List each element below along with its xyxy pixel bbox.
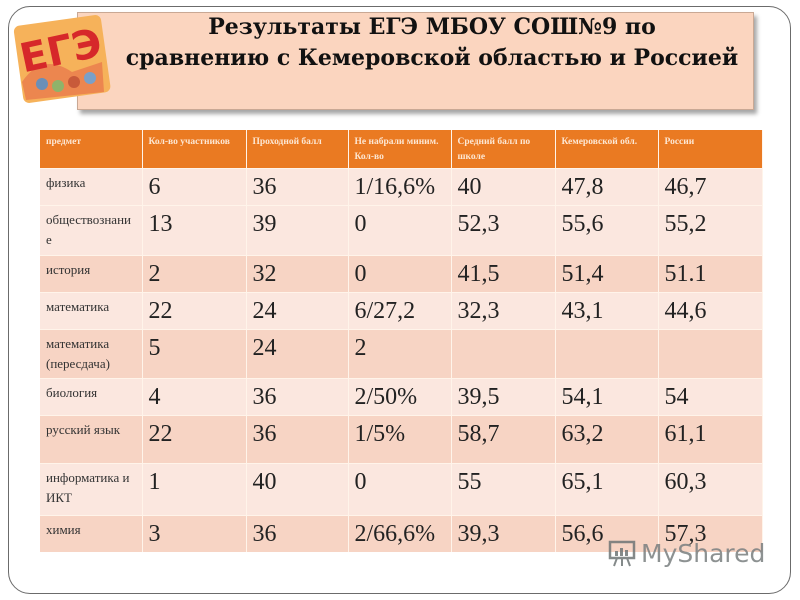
- title-line-1: Результаты ЕГЭ МБОУ СОШ№9 по: [208, 14, 656, 40]
- table-row: математика 22 24 6/27,2 32,3 43,1 44,6: [40, 292, 763, 330]
- table-row: информатика и ИКТ 1 40 0 55 65,1 60,3: [40, 463, 763, 516]
- cell-russia: [658, 329, 763, 379]
- cell-participants: 6: [142, 168, 247, 206]
- table-row: обществознание 13 39 0 52,3 55,6 55,2: [40, 205, 763, 256]
- header-school-average: Средний балл по школе: [451, 130, 556, 169]
- table-row: физика 6 36 1/16,6% 40 47,8 46,7: [40, 168, 763, 206]
- cell-school-average: 39,3: [451, 515, 556, 552]
- table-row: биология 4 36 2/50% 39,5 54,1 54: [40, 378, 763, 416]
- cell-kemerovo-region: 55,6: [555, 205, 659, 256]
- cell-participants: 3: [142, 515, 247, 552]
- cell-kemerovo-region: 65,1: [555, 463, 659, 516]
- cell-subject: математика (пересдача): [40, 329, 143, 379]
- cell-participants: 22: [142, 292, 247, 330]
- cell-russia: 54: [658, 378, 763, 416]
- cell-kemerovo-region: 43,1: [555, 292, 659, 330]
- cell-passing-score: 39: [246, 205, 349, 256]
- cell-kemerovo-region: [555, 329, 659, 379]
- cell-failed-minimum: 1/5%: [348, 415, 452, 464]
- cell-school-average: 55: [451, 463, 556, 516]
- header-participants: Кол-во участников: [142, 130, 247, 169]
- cell-subject: информатика и ИКТ: [40, 463, 143, 516]
- cell-subject: русский язык: [40, 415, 143, 464]
- cell-failed-minimum: 0: [348, 205, 452, 256]
- table-header-row: предмет Кол-во участников Проходной балл…: [40, 130, 763, 169]
- cell-participants: 2: [142, 255, 247, 293]
- cell-kemerovo-region: 54,1: [555, 378, 659, 416]
- cell-subject: история: [40, 255, 143, 293]
- cell-subject: физика: [40, 168, 143, 206]
- results-table: предмет Кол-во участников Проходной балл…: [40, 130, 763, 552]
- cell-school-average: 32,3: [451, 292, 556, 330]
- table-row: русский язык 22 36 1/5% 58,7 63,2 61,1: [40, 415, 763, 464]
- cell-russia: 60,3: [658, 463, 763, 516]
- cell-kemerovo-region: 63,2: [555, 415, 659, 464]
- cell-subject: математика: [40, 292, 143, 330]
- cell-school-average: 58,7: [451, 415, 556, 464]
- cell-failed-minimum: 1/16,6%: [348, 168, 452, 206]
- cell-russia: 55,2: [658, 205, 763, 256]
- cell-russia: 51.1: [658, 255, 763, 293]
- cell-russia: 44,6: [658, 292, 763, 330]
- cell-school-average: 39,5: [451, 378, 556, 416]
- header-kemerovo-region: Кемеровской обл.: [555, 130, 659, 169]
- cell-failed-minimum: 6/27,2: [348, 292, 452, 330]
- cell-school-average: [451, 329, 556, 379]
- cell-failed-minimum: 0: [348, 463, 452, 516]
- cell-failed-minimum: 2/50%: [348, 378, 452, 416]
- cell-school-average: 41,5: [451, 255, 556, 293]
- cell-school-average: 40: [451, 168, 556, 206]
- ege-logo-icon: ЕГЭ: [13, 15, 111, 103]
- header-subject: предмет: [40, 130, 143, 169]
- table-row: история 2 32 0 41,5 51,4 51.1: [40, 255, 763, 293]
- cell-passing-score: 24: [246, 329, 349, 379]
- table-row: химия 3 36 2/66,6% 39,3 56,6 57,3: [40, 515, 763, 552]
- page-title: Результаты ЕГЭ МБОУ СОШ№9 по сравнению с…: [112, 12, 752, 74]
- cell-subject: обществознание: [40, 205, 143, 256]
- cell-failed-minimum: 0: [348, 255, 452, 293]
- header-failed-minimum: Не набрали миним. Кол-во: [348, 130, 452, 169]
- table-row: математика (пересдача) 5 24 2: [40, 329, 763, 379]
- cell-passing-score: 32: [246, 255, 349, 293]
- cell-failed-minimum: 2: [348, 329, 452, 379]
- header-russia: России: [658, 130, 763, 169]
- header-passing-score: Проходной балл: [246, 130, 349, 169]
- cell-passing-score: 36: [246, 415, 349, 464]
- watermark-text: MyShared: [641, 538, 766, 568]
- cell-russia: 61,1: [658, 415, 763, 464]
- cell-passing-score: 36: [246, 515, 349, 552]
- cell-kemerovo-region: 56,6: [555, 515, 659, 552]
- cell-russia: 46,7: [658, 168, 763, 206]
- title-line-2: сравнению с Кемеровской областью и Росси…: [125, 45, 739, 71]
- presentation-board-icon: [608, 540, 636, 567]
- cell-participants: 5: [142, 329, 247, 379]
- cell-participants: 22: [142, 415, 247, 464]
- cell-failed-minimum: 2/66,6%: [348, 515, 452, 552]
- cell-school-average: 52,3: [451, 205, 556, 256]
- title-box: [77, 12, 754, 110]
- watermark: MyShared: [607, 538, 765, 568]
- cell-participants: 13: [142, 205, 247, 256]
- cell-kemerovo-region: 47,8: [555, 168, 659, 206]
- cell-passing-score: 40: [246, 463, 349, 516]
- cell-participants: 1: [142, 463, 247, 516]
- cell-passing-score: 24: [246, 292, 349, 330]
- cell-russia: 57,3: [658, 515, 763, 552]
- cell-subject: химия: [40, 515, 143, 552]
- cell-participants: 4: [142, 378, 247, 416]
- cell-kemerovo-region: 51,4: [555, 255, 659, 293]
- cell-passing-score: 36: [246, 378, 349, 416]
- cell-subject: биология: [40, 378, 143, 416]
- cell-passing-score: 36: [246, 168, 349, 206]
